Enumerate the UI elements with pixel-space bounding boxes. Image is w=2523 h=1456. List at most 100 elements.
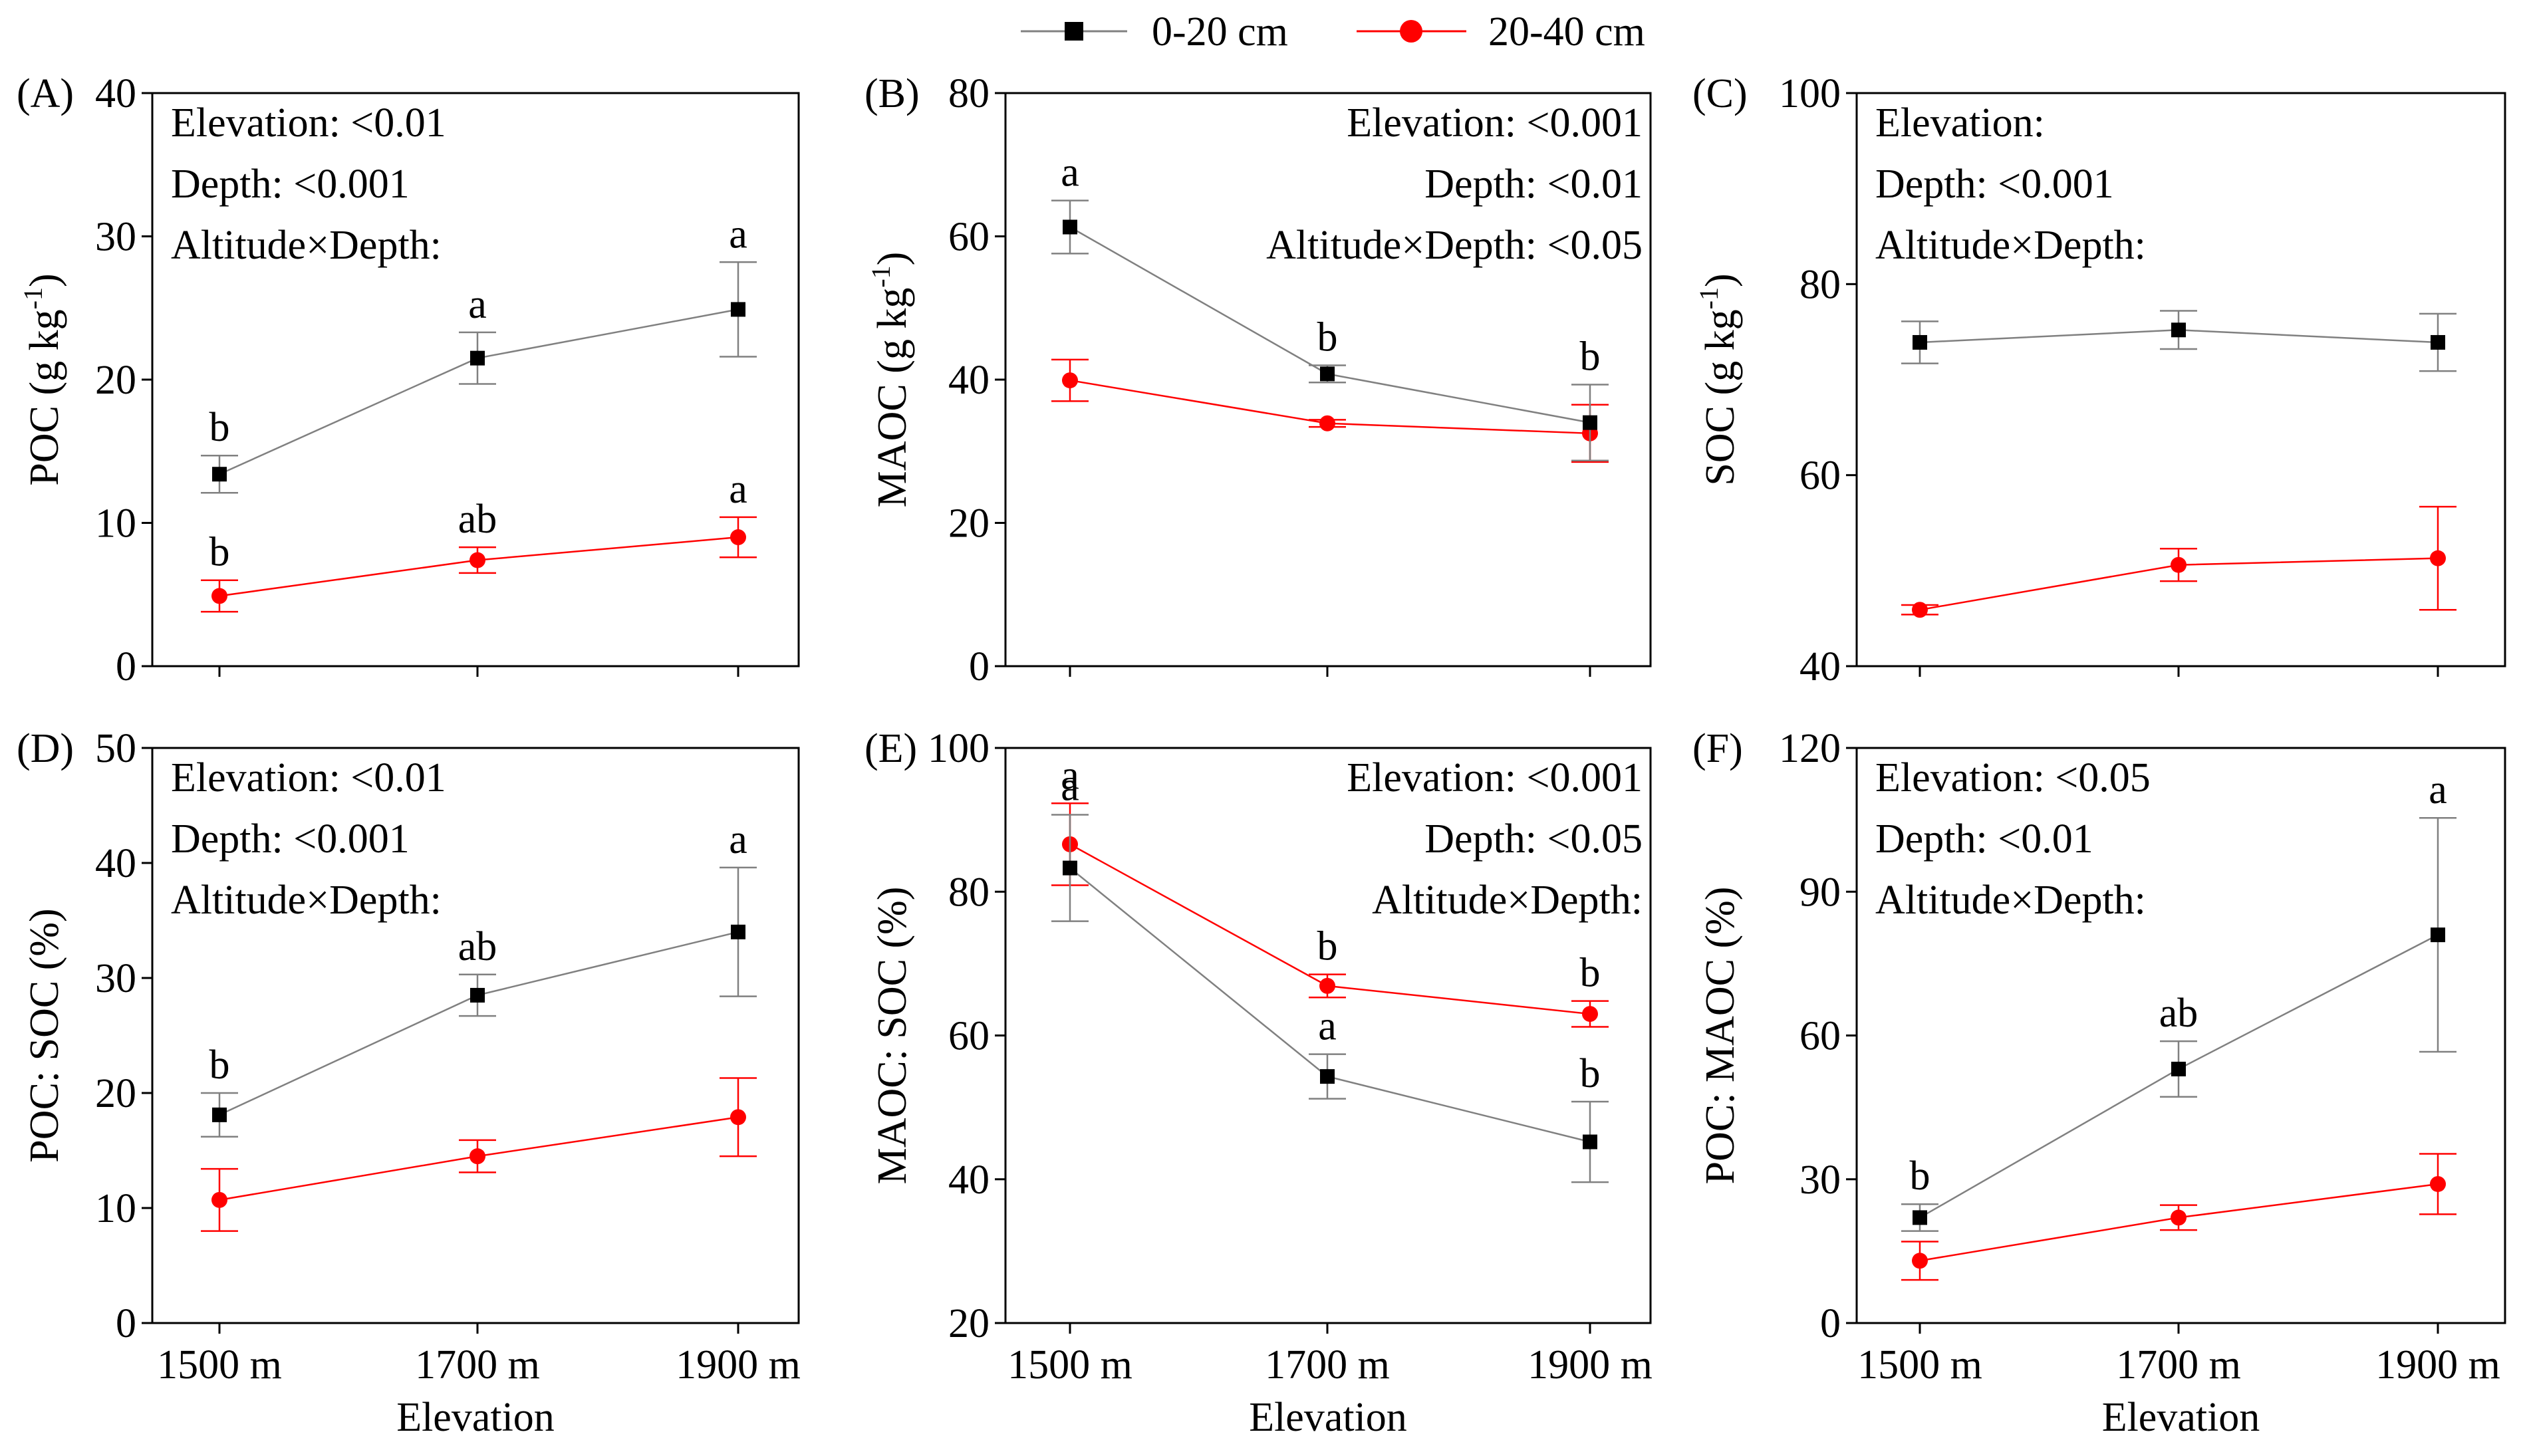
x-tick-label: 1500 m bbox=[157, 1342, 282, 1388]
y-tick-label: 10 bbox=[95, 501, 136, 546]
x-tick-label: 1900 m bbox=[676, 1342, 801, 1388]
significance-letter: ab bbox=[458, 497, 497, 542]
significance-letter: b bbox=[209, 405, 230, 450]
panel-label: (C) bbox=[1692, 71, 1748, 116]
chart-panel-4: 20 40 60 80 100 1500 m 1700 m 1900 m Elevation (E… bbox=[864, 726, 1653, 1440]
y-tick-label: 120 bbox=[1779, 726, 1841, 771]
stats-line: Altitude×Depth: bbox=[1875, 223, 2146, 268]
data-point bbox=[470, 987, 485, 1003]
data-point bbox=[2431, 334, 2445, 350]
data-point bbox=[1913, 1210, 1927, 1225]
data-point bbox=[2171, 556, 2187, 573]
stats-line: Depth: <0.001 bbox=[171, 162, 410, 207]
data-point bbox=[2171, 1061, 2186, 1076]
data-point bbox=[2430, 550, 2446, 566]
chart-panel-5: 0 30 60 90 120 1500 m 1700 m 1900 m Elevation (F)… bbox=[1692, 726, 2506, 1440]
x-tick-label: 1900 m bbox=[2375, 1342, 2500, 1388]
significance-letter: ab bbox=[458, 924, 497, 969]
x-axis-label: Elevation bbox=[1249, 1395, 1407, 1440]
y-axis-label-close: ) bbox=[1698, 273, 1743, 287]
y-tick-label: 30 bbox=[95, 956, 136, 1001]
panel-label: (F) bbox=[1692, 726, 1743, 771]
data-point bbox=[211, 588, 227, 604]
data-point bbox=[1912, 1253, 1928, 1269]
stats-line: Altitude×Depth: bbox=[171, 878, 442, 923]
legend-label-20-40: 20-40 cm bbox=[1488, 9, 1645, 55]
data-point bbox=[2431, 927, 2445, 943]
chart-panel-3: 0 10 20 30 40 50 1500 m 1700 m 1900 m Elevation (D… bbox=[17, 726, 801, 1440]
y-axis-label-text: POC: SOC (%) bbox=[22, 908, 67, 1162]
x-tick-label: 1500 m bbox=[1007, 1342, 1132, 1388]
y-axis-label-superscript: -1 bbox=[18, 287, 48, 309]
significance-letter: a bbox=[729, 211, 747, 257]
data-point bbox=[1062, 372, 1078, 389]
significance-letter: b bbox=[1317, 314, 1338, 360]
y-axis-label: POC (g kg-1) bbox=[18, 273, 67, 485]
y-axis-label-text: MAOC: SOC (%) bbox=[870, 887, 915, 1185]
panel-label: (E) bbox=[864, 726, 917, 771]
significance-letter: a bbox=[2429, 767, 2447, 812]
data-point bbox=[1583, 1134, 1597, 1150]
y-tick-label: 0 bbox=[116, 644, 136, 689]
significance-letter: ab bbox=[2159, 991, 2198, 1036]
data-point bbox=[2171, 322, 2186, 338]
y-tick-label: 20 bbox=[948, 1301, 990, 1346]
plot-frame bbox=[1855, 92, 2506, 667]
legend-marker-20-40 bbox=[1400, 20, 1422, 43]
significance-letter: b bbox=[1580, 1051, 1601, 1096]
y-tick-label: 60 bbox=[1799, 453, 1841, 499]
x-tick-label: 1700 m bbox=[2116, 1342, 2241, 1388]
series-line bbox=[219, 308, 739, 475]
y-tick-label: 40 bbox=[948, 1157, 990, 1203]
x-tick-label: 1500 m bbox=[1857, 1342, 1982, 1388]
legend: 0-20 cm 20-40 cm bbox=[1021, 9, 1645, 55]
y-tick-label: 80 bbox=[1799, 262, 1841, 307]
data-point bbox=[1319, 977, 1335, 994]
significance-letter: a bbox=[1061, 150, 1079, 195]
stats-line: Elevation: bbox=[1875, 100, 2045, 146]
plot-frame bbox=[151, 747, 800, 1324]
stats-line: Depth: <0.01 bbox=[1424, 162, 1643, 207]
y-tick-label: 80 bbox=[948, 870, 990, 915]
data-point bbox=[730, 1109, 746, 1126]
stats-line: Altitude×Depth: bbox=[1875, 878, 2146, 923]
y-tick-label: 0 bbox=[1820, 1301, 1841, 1346]
y-tick-label: 50 bbox=[95, 726, 136, 771]
data-point bbox=[470, 350, 485, 366]
significance-letter: a bbox=[1318, 1004, 1337, 1049]
y-axis-label-close: ) bbox=[870, 252, 915, 266]
data-point bbox=[1912, 602, 1928, 618]
y-tick-label: 20 bbox=[95, 358, 136, 403]
stats-line: Elevation: <0.01 bbox=[171, 100, 446, 146]
y-axis-label: MAOC: SOC (%) bbox=[870, 887, 915, 1185]
significance-letter: a bbox=[729, 467, 747, 512]
data-point bbox=[1913, 334, 1927, 350]
chart-panel-0: 0 10 20 30 40 (A) POC (g kg-1) Elevation: <0.01… bbox=[17, 71, 800, 689]
y-axis-label-superscript: -1 bbox=[866, 265, 896, 287]
stats-line: Elevation: <0.001 bbox=[1347, 755, 1643, 800]
y-tick-label: 40 bbox=[1799, 644, 1841, 689]
stats-line: Elevation: <0.001 bbox=[1347, 100, 1643, 146]
y-axis-label: MAOC (g kg-1) bbox=[866, 252, 915, 508]
significance-letter: a bbox=[1061, 753, 1079, 798]
y-tick-label: 30 bbox=[95, 215, 136, 260]
data-point bbox=[731, 924, 745, 939]
significance-letter: a bbox=[729, 817, 747, 862]
stats-line: Altitude×Depth: <0.05 bbox=[1266, 223, 1643, 268]
data-point bbox=[1319, 415, 1335, 431]
data-point bbox=[731, 302, 745, 317]
significance-letter: b bbox=[1580, 334, 1601, 380]
legend-label-0-20: 0-20 cm bbox=[1152, 9, 1288, 55]
stats-line: Altitude×Depth: bbox=[171, 223, 442, 268]
significance-letter: b bbox=[1317, 924, 1338, 969]
y-tick-label: 90 bbox=[1799, 870, 1841, 915]
stats-line: Elevation: <0.01 bbox=[171, 755, 446, 800]
x-tick-label: 1700 m bbox=[415, 1342, 540, 1388]
y-tick-label: 40 bbox=[95, 841, 136, 886]
y-axis-label: POC: SOC (%) bbox=[22, 908, 67, 1162]
stats-line: Elevation: <0.05 bbox=[1875, 755, 2151, 800]
data-point bbox=[469, 1148, 485, 1165]
data-point bbox=[212, 1107, 227, 1122]
panel-label: (B) bbox=[864, 71, 920, 116]
